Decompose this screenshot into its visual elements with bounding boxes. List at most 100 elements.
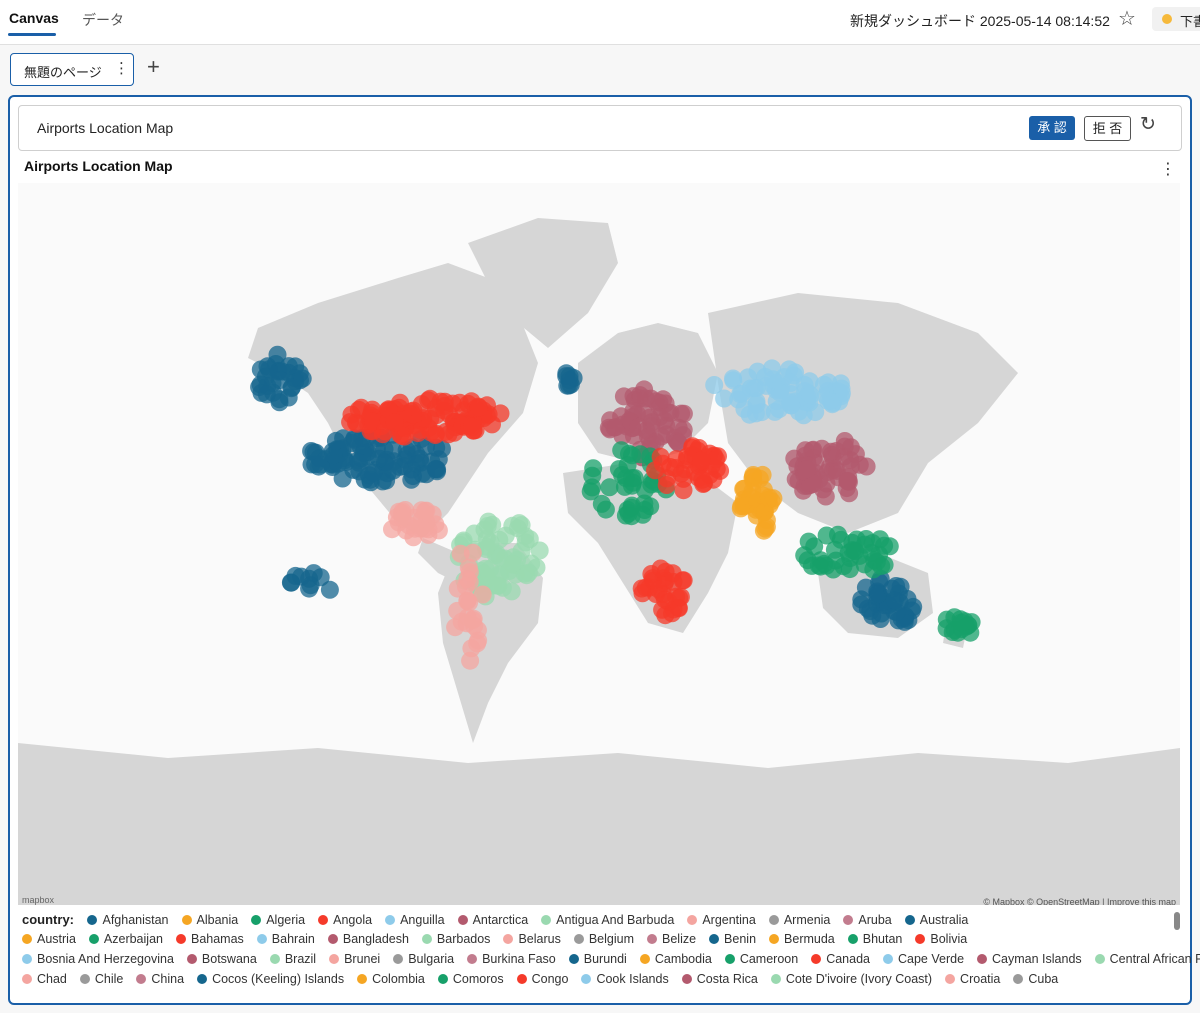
legend-item[interactable]: Croatia (945, 972, 1000, 986)
airport-point[interactable] (292, 567, 311, 586)
airport-point[interactable] (707, 450, 725, 469)
legend-item[interactable]: Argentina (687, 913, 756, 927)
airport-point[interactable] (839, 543, 858, 562)
legend-item[interactable]: Benin (709, 932, 756, 946)
airport-point[interactable] (477, 537, 496, 556)
airport-point[interactable] (764, 489, 783, 508)
airport-point[interactable] (439, 425, 458, 444)
airport-point[interactable] (458, 592, 477, 611)
airport-point[interactable] (596, 500, 615, 519)
legend-item[interactable]: Colombia (357, 972, 425, 986)
airport-point[interactable] (463, 543, 482, 562)
legend-item[interactable]: Canada (811, 952, 870, 966)
airport-point[interactable] (821, 392, 840, 410)
airport-point[interactable] (937, 610, 956, 629)
airport-point[interactable] (669, 418, 688, 437)
airport-point[interactable] (904, 597, 923, 616)
airport-point[interactable] (824, 560, 843, 579)
airport-point[interactable] (805, 474, 824, 493)
airport-point[interactable] (614, 387, 633, 406)
plus-icon[interactable]: + (147, 54, 160, 79)
airport-point[interactable] (629, 417, 648, 436)
airport-point[interactable] (799, 532, 818, 551)
legend-item[interactable]: Brazil (269, 952, 316, 966)
legend-item[interactable]: Congo (516, 972, 568, 986)
airport-point[interactable] (657, 476, 676, 494)
airport-point[interactable] (346, 413, 365, 432)
legend-item[interactable]: Bahamas (175, 932, 244, 946)
page-menu-icon[interactable]: ⋮ (114, 60, 129, 77)
airport-point[interactable] (857, 457, 876, 476)
airport-point[interactable] (618, 456, 637, 475)
airport-point[interactable] (871, 610, 890, 628)
legend-scrollbar[interactable] (1174, 912, 1180, 930)
map-widget[interactable]: Airports Location Map 承 認 拒 否 ↻ Airports… (8, 95, 1200, 1005)
legend-item[interactable]: Australia (904, 913, 968, 927)
airport-point[interactable] (483, 515, 502, 534)
legend-item[interactable]: Bulgaria (393, 952, 454, 966)
airport-point[interactable] (417, 465, 436, 484)
legend-item[interactable]: Anguilla (385, 913, 445, 927)
airport-point[interactable] (744, 466, 763, 484)
legend-item[interactable]: Cook Islands (581, 972, 669, 986)
airport-point[interactable] (671, 587, 690, 606)
legend-item[interactable]: Cuba (1013, 972, 1058, 986)
world-map[interactable]: mapbox © Mapbox © OpenStreetMap | Improv… (18, 183, 1180, 905)
airport-point[interactable] (869, 585, 888, 604)
airport-point[interactable] (503, 554, 522, 573)
airport-point[interactable] (364, 463, 383, 482)
airport-point[interactable] (840, 560, 859, 579)
airport-point[interactable] (452, 612, 471, 631)
legend-item[interactable]: Belgium (573, 932, 634, 946)
airport-point[interactable] (858, 599, 877, 618)
airport-point[interactable] (459, 558, 478, 577)
draft-status-button[interactable]: 下書 (1152, 7, 1200, 31)
airport-point[interactable] (764, 370, 782, 389)
legend-item[interactable]: Albania (181, 913, 238, 927)
airport-point[interactable] (715, 389, 734, 408)
airport-point[interactable] (268, 345, 287, 364)
airport-point[interactable] (754, 521, 773, 540)
legend-item[interactable]: Brunei (329, 952, 380, 966)
airport-point[interactable] (320, 580, 339, 599)
airport-point[interactable] (867, 552, 886, 571)
airport-point[interactable] (302, 442, 321, 460)
airport-point[interactable] (469, 398, 488, 417)
tab-canvas[interactable]: Canvas (9, 10, 59, 26)
airport-point[interactable] (747, 395, 766, 414)
airport-point[interactable] (270, 371, 289, 390)
airport-point[interactable] (581, 482, 600, 501)
airport-point[interactable] (732, 497, 751, 516)
airport-point[interactable] (654, 390, 673, 409)
airport-point[interactable] (797, 460, 816, 479)
airport-point[interactable] (421, 423, 440, 442)
airport-point[interactable] (636, 389, 655, 408)
airport-point[interactable] (557, 367, 576, 386)
airport-point[interactable] (473, 585, 492, 604)
legend-item[interactable]: Comoros (437, 972, 504, 986)
map-attribution[interactable]: © Mapbox © OpenStreetMap | Improve this … (983, 897, 1176, 905)
dashboard-title[interactable]: 新規ダッシュボード 2025-05-14 08:14:52 (850, 13, 1110, 29)
airport-point[interactable] (270, 390, 289, 409)
widget-menu-icon[interactable]: ⋮ (1160, 161, 1176, 178)
reject-button[interactable]: 拒 否 (1084, 116, 1131, 141)
airport-point[interactable] (802, 556, 821, 575)
legend-item[interactable]: Azerbaijan (88, 932, 163, 946)
legend-item[interactable]: Algeria (251, 913, 305, 927)
legend-item[interactable]: Bolivia (915, 932, 967, 946)
airport-point[interactable] (363, 412, 382, 431)
airport-point[interactable] (311, 568, 330, 587)
legend-item[interactable]: Botswana (186, 952, 257, 966)
airport-point[interactable] (674, 481, 693, 500)
airport-point[interactable] (405, 508, 423, 527)
legend-item[interactable]: Antigua And Barbuda (541, 913, 674, 927)
refresh-icon[interactable]: ↻ (1140, 114, 1156, 135)
airport-point[interactable] (838, 472, 857, 491)
legend-item[interactable]: Burkina Faso (467, 952, 556, 966)
airport-point[interactable] (731, 385, 750, 403)
airport-point[interactable] (350, 453, 368, 472)
approve-button[interactable]: 承 認 (1029, 116, 1075, 140)
airport-point[interactable] (623, 476, 641, 495)
airport-point[interactable] (519, 563, 538, 582)
legend-item[interactable]: Bhutan (847, 932, 902, 946)
